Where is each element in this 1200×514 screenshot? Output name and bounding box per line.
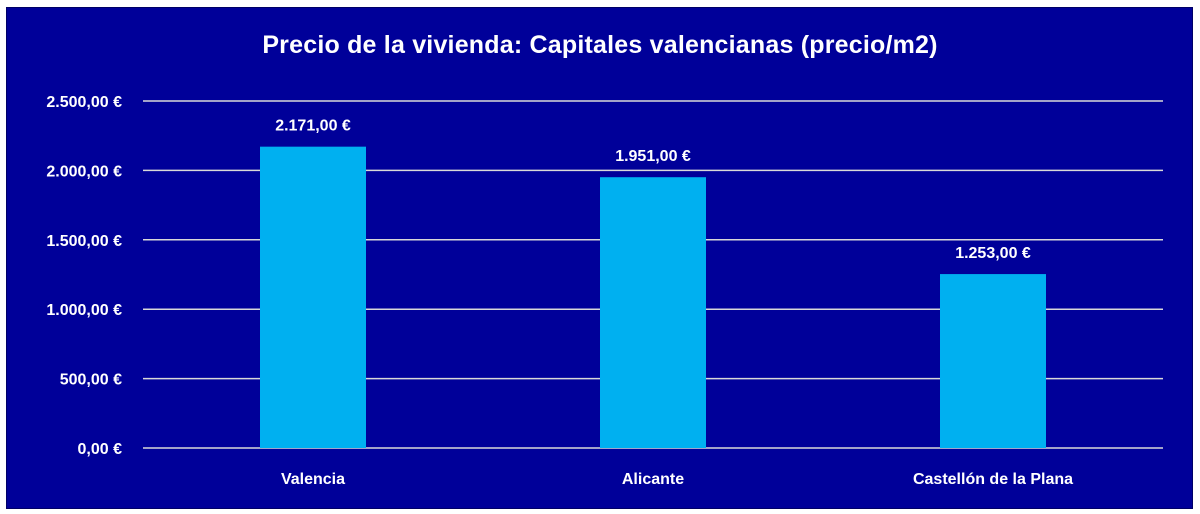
data-label: 2.171,00 € [275,118,351,135]
y-tick-label: 1.000,00 € [46,302,122,319]
bar [940,274,1046,448]
category-label: Castellón de la Plana [913,471,1073,488]
category-label: Valencia [281,471,345,488]
bar [260,146,366,448]
y-tick-label: 500,00 € [60,372,122,389]
y-tick-label: 2.000,00 € [46,163,122,180]
labels: 0,00 € 500,00 € 1.000,00 € 1.500,00 € 2.000,… [46,94,1073,488]
data-label: 1.253,00 € [955,245,1031,262]
y-tick-label: 0,00 € [78,441,123,458]
y-tick-label: 1.500,00 € [46,233,122,250]
data-label: 1.951,00 € [615,148,691,165]
bar [600,177,706,448]
chart-title: Precio de la vivienda: Capitales valenci… [262,31,938,59]
y-tick-label: 2.500,00 € [46,94,122,111]
bars [260,146,1046,448]
category-label: Alicante [622,471,684,488]
